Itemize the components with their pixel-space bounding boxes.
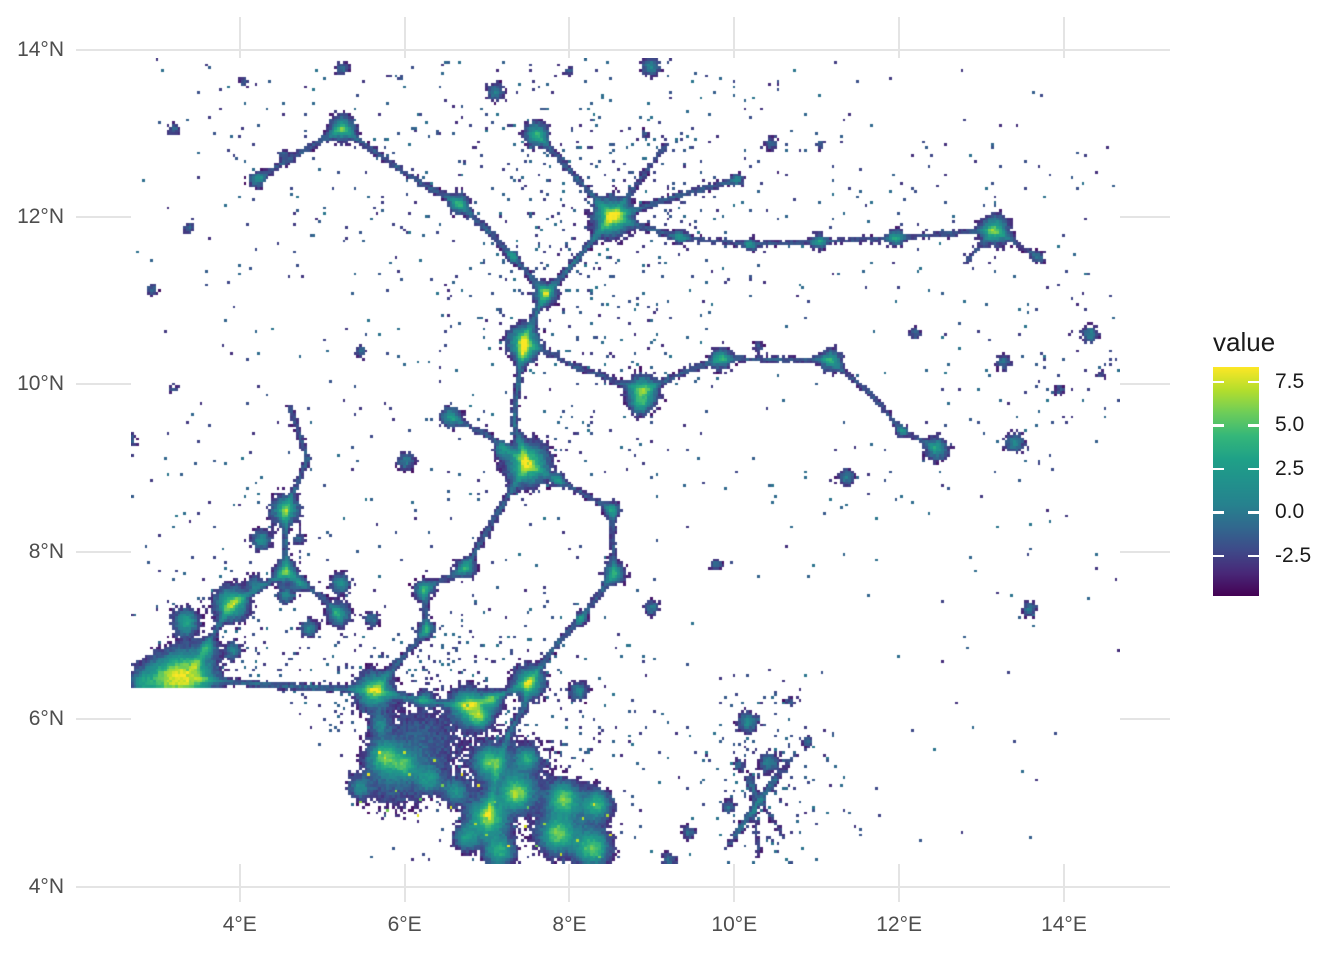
legend-title: value [1213, 327, 1276, 357]
y-gridline [76, 48, 1170, 51]
legend-tick [1213, 554, 1224, 558]
legend-tick [1213, 424, 1224, 427]
legend-tick [1248, 380, 1259, 384]
legend-tick [1248, 511, 1259, 514]
legend-tick-label: 2.5 [1275, 456, 1305, 480]
y-tick-label: 12°N [17, 205, 64, 229]
legend-tick-label: 7.5 [1275, 369, 1305, 393]
y-tick-label: 14°N [17, 37, 64, 61]
legend-tick [1248, 424, 1259, 427]
x-tick-label: 12°E [876, 913, 922, 936]
y-tick-label: 8°N [28, 539, 64, 563]
x-tick-label: 14°E [1041, 913, 1087, 936]
legend-tick [1213, 511, 1224, 514]
legend-tick-label: -2.5 [1275, 543, 1312, 567]
legend-tick [1248, 467, 1259, 471]
y-gridline [76, 885, 1170, 888]
x-tick-label: 4°E [222, 913, 257, 936]
x-tick-label: 6°E [387, 913, 422, 936]
legend-tick [1213, 380, 1224, 384]
raster-heatmap-canvas [131, 58, 1120, 864]
x-tick-label: 10°E [711, 913, 758, 936]
legend-tick-label: 0.0 [1275, 500, 1305, 524]
legend-colorbar [1213, 367, 1259, 596]
x-tick-label: 8°E [552, 913, 587, 936]
y-tick-label: 10°N [17, 372, 64, 396]
y-tick-label: 4°N [28, 874, 64, 898]
legend-tick [1248, 554, 1259, 558]
legend-tick-label: 5.0 [1275, 413, 1305, 437]
legend-tick [1213, 467, 1224, 471]
y-tick-label: 6°N [28, 707, 64, 731]
